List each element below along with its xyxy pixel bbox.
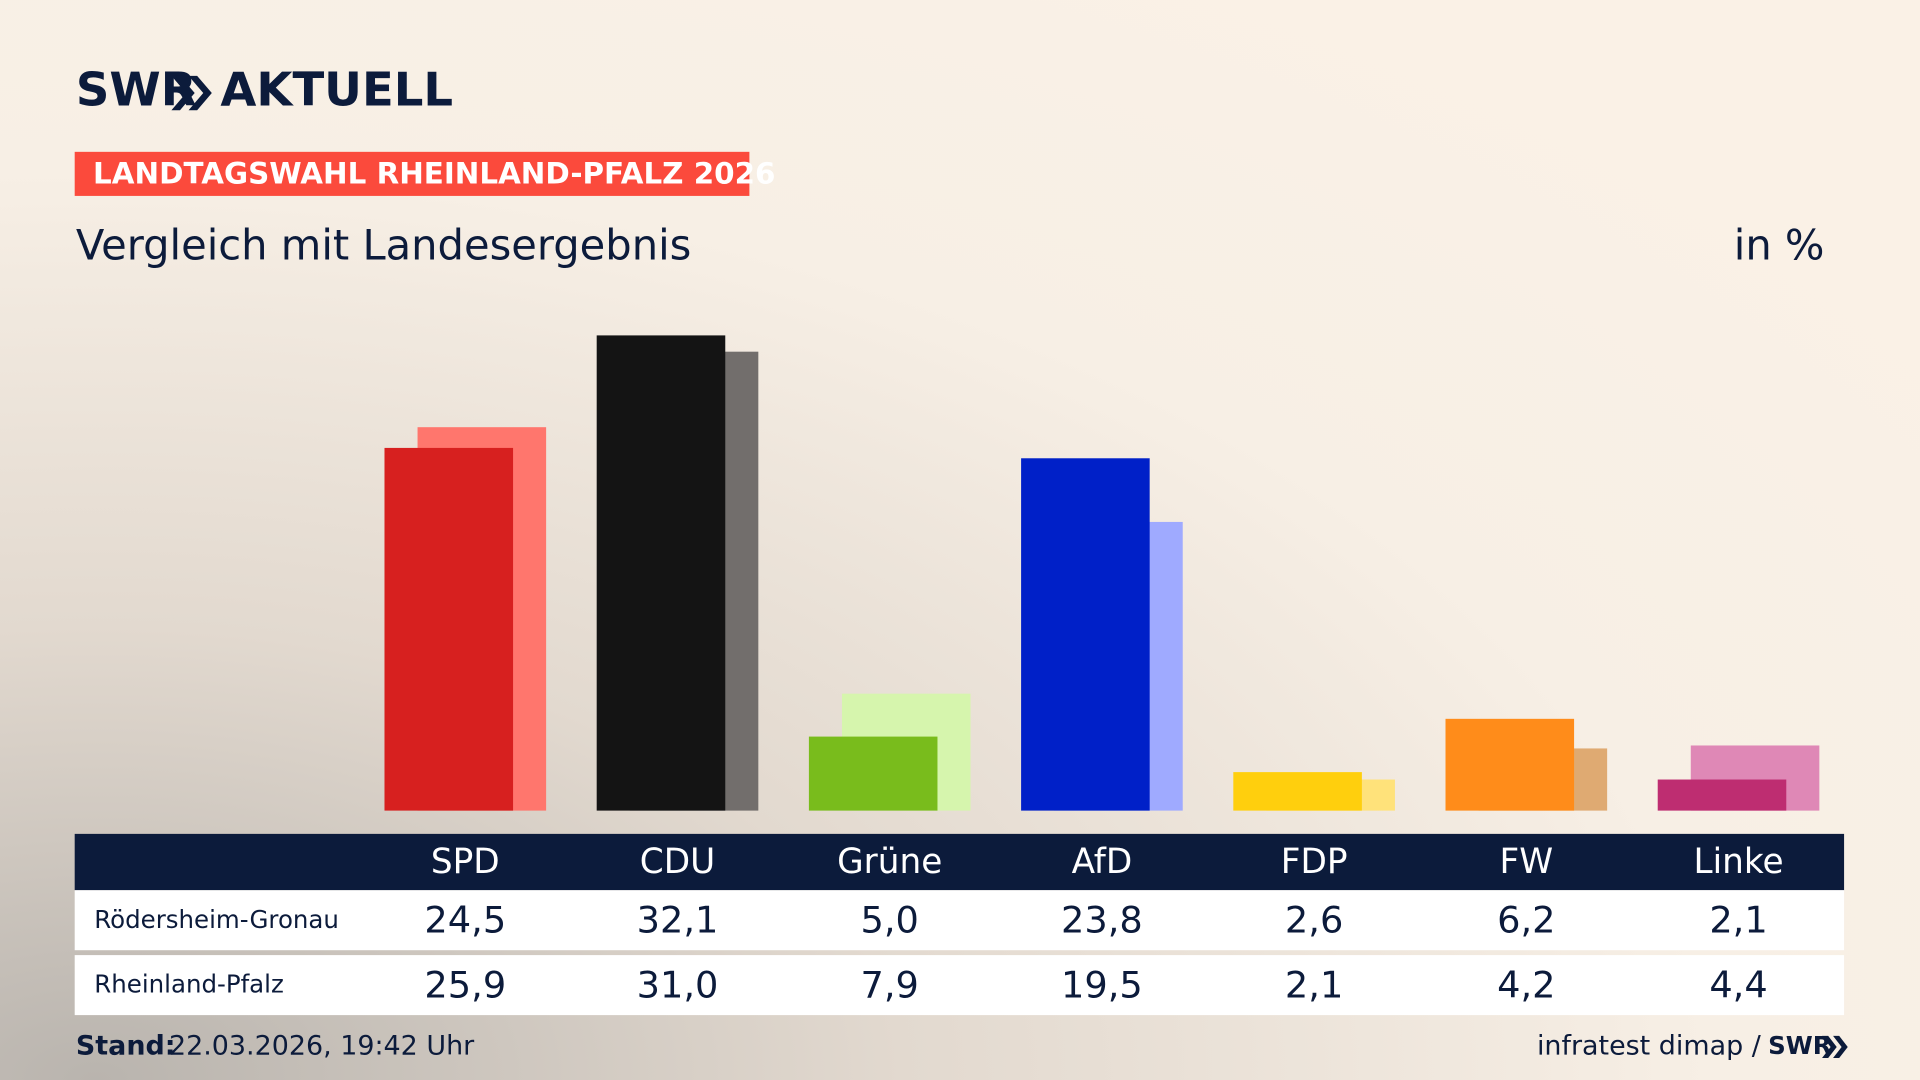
value-label: 25,9 [424,963,506,1006]
value-label: 5,0 [861,899,919,942]
value-label: 6,2 [1497,899,1555,942]
bar [596,335,726,811]
column-header: FDP [1281,842,1348,882]
source-chevrons [1822,1035,1848,1058]
table-row [74,890,1845,951]
source-brand: SWR [1768,1031,1832,1060]
value-label: 4,2 [1497,963,1555,1006]
value-label: 23,8 [1061,899,1143,942]
column-header: FW [1500,842,1554,882]
bar [1021,458,1150,811]
value-label: 32,1 [637,899,719,942]
table-header [74,833,1845,891]
unit: in % [1734,221,1825,270]
tag-bg [74,151,750,196]
stand: 22.03.2026, 19:42 Uhr [169,1030,475,1061]
bar [808,736,938,811]
column-header: Linke [1694,842,1784,882]
value-label: 24,5 [424,899,506,942]
column-header: Grüne [837,842,942,882]
value-label: 2,6 [1285,899,1343,942]
value-label: 19,5 [1061,963,1143,1006]
value-label: 2,1 [1709,899,1767,942]
table-row [74,955,1845,1016]
column-header: CDU [640,842,715,882]
value-label: 4,4 [1709,963,1767,1006]
bar [1233,772,1362,811]
brand-suffix: AKTUELL [220,63,453,117]
bar [1445,718,1575,811]
column-header: AfD [1072,842,1133,882]
row-label: Rödersheim-Gronau [94,905,339,934]
chart-title: Vergleich mit Landesergebnis [76,221,691,270]
row-label: Rheinland-Pfalz [94,970,284,999]
column-header: SPD [431,842,500,882]
source: infratest dimap / [1537,1030,1762,1061]
stand-label: Stand: [76,1030,176,1061]
value-label: 31,0 [637,963,719,1006]
tag: LANDTAGSWAHL RHEINLAND-PFALZ 2026 [93,157,775,191]
value-label: 7,9 [861,963,919,1006]
value-label: 2,1 [1285,963,1343,1006]
brand-chevrons [171,75,212,111]
bar [1657,779,1787,811]
bar [384,447,514,811]
